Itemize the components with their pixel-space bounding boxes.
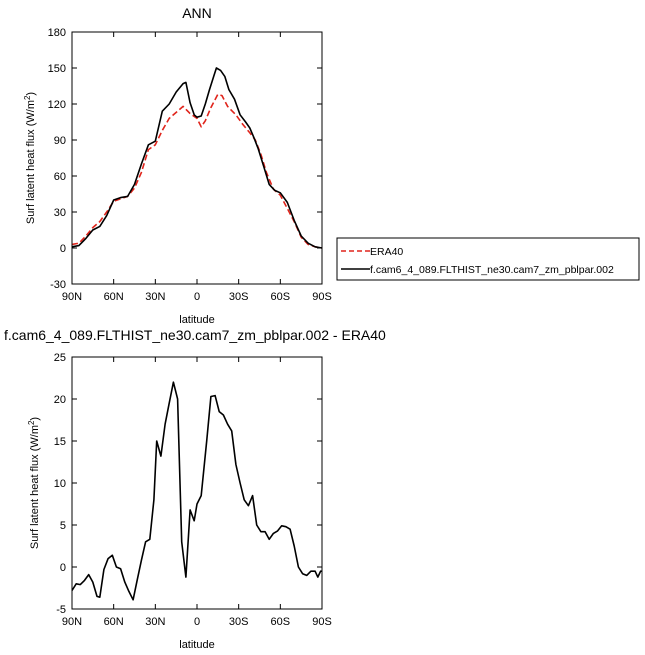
- top-plot-title: ANN: [182, 5, 212, 21]
- top-plot-y-tick-label: 60: [54, 171, 66, 183]
- top-plot-y-ticks: -30 0 30 60 90 120 150 180: [48, 27, 322, 291]
- bottom-plot-x-tick-label: 30N: [145, 616, 165, 628]
- top-plot-x-tick-label: 30S: [229, 291, 249, 303]
- top-plot-y-label: Surf latent heat flux (W/m2): [23, 92, 38, 224]
- top-plot-y-label-sup: 2: [23, 95, 32, 100]
- bottom-plot-x-tick-label: 0: [194, 616, 200, 628]
- bottom-plot-x-tick-label: 60N: [104, 616, 124, 628]
- bottom-plot: f.cam6_4_089.FLTHIST_ne30.cam7_zm_pblpar…: [4, 327, 386, 651]
- legend-label-model: f.cam6_4_089.FLTHIST_ne30.cam7_zm_pblpar…: [370, 264, 614, 276]
- bottom-plot-y-tick-label: 20: [54, 394, 66, 406]
- top-plot-frame: [71, 31, 323, 285]
- bottom-plot-title: f.cam6_4_089.FLTHIST_ne30.cam7_zm_pblpar…: [4, 327, 386, 343]
- bottom-plot-y-tick-label: 5: [60, 520, 66, 532]
- bottom-plot-x-ticks: 90N 60N 30N 0 30S 60S 90S: [62, 357, 332, 628]
- top-plot-y-tick-label: -30: [50, 279, 66, 291]
- top-plot-x-tick-label: 0: [194, 291, 200, 303]
- top-plot-series-line-1: [71, 67, 323, 249]
- top-plot-x-tick-label: 30N: [145, 291, 165, 303]
- bottom-plot-x-tick-label: 90S: [312, 616, 332, 628]
- bottom-plot-x-tick-label: 60S: [271, 616, 291, 628]
- legend-label-era40: ERA40: [370, 246, 403, 258]
- bottom-plot-series-line-0: [71, 381, 322, 601]
- top-plot-x-ticks: 90N 60N 30N 0 30S 60S 90S: [62, 32, 332, 303]
- bottom-plot-y-ticks: -5 0 5 10 15 20 25: [54, 352, 322, 616]
- bottom-plot-y-tick-label: 15: [54, 436, 66, 448]
- bottom-plot-x-label: latitude: [179, 639, 214, 651]
- top-plot-y-tick-label: 120: [48, 99, 66, 111]
- bottom-plot-y-label-text: Surf latent heat flux (W/m: [29, 425, 41, 549]
- bottom-plot-y-tick-label: -5: [56, 604, 66, 616]
- top-plot-y-tick-label: 180: [48, 27, 66, 39]
- top-plot: ANN -30 0 30 60 90 120 150 180 90N 60N 30N 0 30S 60S…: [23, 5, 332, 326]
- legend-box: [336, 237, 640, 281]
- bottom-plot-y-tick-label: 0: [60, 562, 66, 574]
- top-plot-y-label-close: ): [25, 92, 37, 96]
- bottom-plot-x-tick-label: 90N: [62, 616, 82, 628]
- bottom-plot-y-label: Surf latent heat flux (W/m2): [27, 417, 42, 549]
- top-plot-series-line-0: [71, 93, 323, 249]
- bottom-plot-y-tick-label: 10: [54, 478, 66, 490]
- bottom-plot-y-label-close: ): [29, 417, 41, 421]
- bottom-plot-y-label-sup: 2: [27, 420, 36, 425]
- top-plot-x-label: latitude: [179, 314, 214, 326]
- bottom-plot-x-tick-label: 30S: [229, 616, 249, 628]
- top-plot-y-tick-label: 30: [54, 207, 66, 219]
- bottom-plot-y-tick-label: 25: [54, 352, 66, 364]
- top-plot-x-tick-label: 60N: [104, 291, 124, 303]
- bottom-plot-series: [71, 381, 322, 601]
- top-plot-x-tick-label: 90S: [312, 291, 332, 303]
- top-plot-x-tick-label: 90N: [62, 291, 82, 303]
- top-plot-y-tick-label: 0: [60, 243, 66, 255]
- legend: ERA40 f.cam6_4_089.FLTHIST_ne30.cam7_zm_…: [336, 237, 640, 281]
- top-plot-y-tick-label: 90: [54, 135, 66, 147]
- top-plot-y-tick-label: 150: [48, 63, 66, 75]
- bottom-plot-frame: [71, 356, 323, 610]
- top-plot-series: [71, 67, 323, 249]
- top-plot-y-label-text: Surf latent heat flux (W/m: [25, 100, 37, 224]
- top-plot-x-tick-label: 60S: [271, 291, 291, 303]
